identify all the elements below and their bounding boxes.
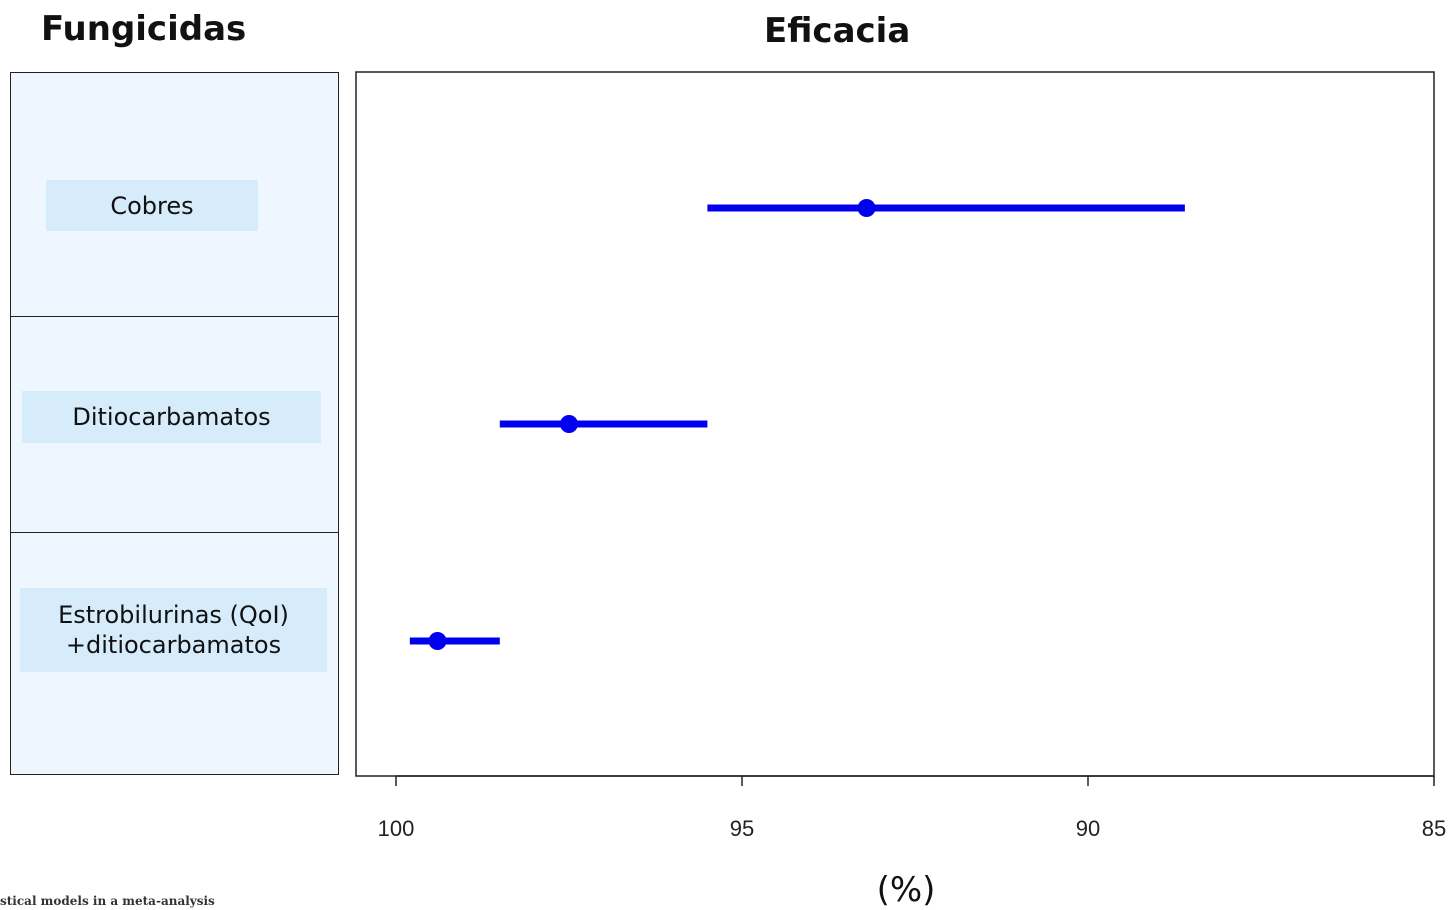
row-label-ditiocarbamatos: Ditiocarbamatos [22,391,321,443]
x-tick-label: 95 [730,816,754,841]
footer-fragment: stical models in a meta-analysis [0,894,215,908]
x-tick-label: 100 [378,816,415,841]
estimate-point [428,632,447,650]
row-divider [11,532,338,533]
row-label-estrobilurinas: Estrobilurinas (QoI) +ditiocarbamatos [20,588,327,672]
x-tick-label: 90 [1076,816,1100,841]
fungicide-category-panel: Cobres Ditiocarbamatos Estrobilurinas (Q… [10,72,339,775]
chart-title: Eficacia [764,11,911,51]
estimate-point [560,415,578,433]
row-divider [11,316,338,317]
estimate-point [857,199,876,217]
row-label-cobres: Cobres [46,180,258,231]
x-axis-label: (%) [877,870,936,910]
x-tick-label: 85 [1422,816,1446,841]
fungicides-title: Fungicidas [41,9,247,49]
